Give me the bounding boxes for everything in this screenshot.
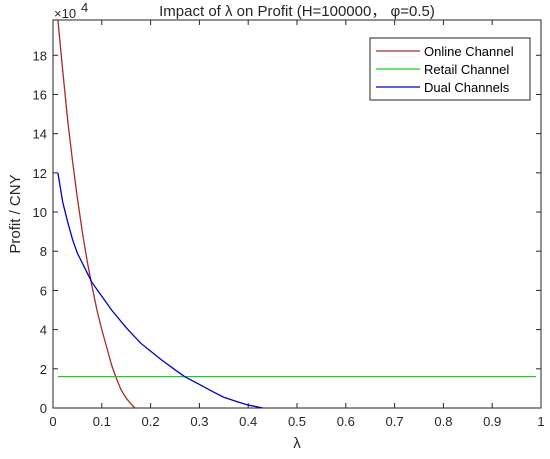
y-tick-label: 6 bbox=[40, 283, 47, 298]
y-tick-label: 0 bbox=[40, 401, 47, 416]
x-tick-label: 0.1 bbox=[93, 414, 111, 429]
series-lines bbox=[57, 20, 537, 408]
y-exponent-base: ×10 bbox=[54, 6, 76, 21]
x-tick-label: 0.7 bbox=[386, 414, 404, 429]
x-tick-label: 0.6 bbox=[337, 414, 355, 429]
legend-label-online-channel: Online Channel bbox=[424, 44, 514, 59]
y-tick-label: 2 bbox=[40, 362, 47, 377]
y-tick-label: 10 bbox=[33, 205, 47, 220]
x-tick-label: 0.2 bbox=[142, 414, 160, 429]
y-tick-label: 14 bbox=[33, 127, 47, 142]
y-tick-label: 18 bbox=[33, 48, 47, 63]
x-axis-label: λ bbox=[293, 435, 301, 452]
x-tick-label: 0 bbox=[49, 414, 56, 429]
x-tick-label: 0.9 bbox=[483, 414, 501, 429]
y-axis-label: Profit / CNY bbox=[7, 174, 24, 253]
y-tick-label: 16 bbox=[33, 87, 47, 102]
y-tick-label: 4 bbox=[40, 323, 47, 338]
x-tick-label: 0.5 bbox=[288, 414, 306, 429]
series-line-online-channel bbox=[57, 20, 136, 408]
legend: Online Channel Retail Channel Dual Channel… bbox=[369, 37, 531, 101]
axis-ticks: 0 0.1 0.2 0.3 0.4 0.5 0.6 0.7 0.8 0.9 102468101214… bbox=[33, 20, 545, 429]
y-tick-label: 8 bbox=[40, 244, 47, 259]
series-line-dual-channels bbox=[57, 172, 263, 408]
x-tick-label: 0.4 bbox=[239, 414, 257, 429]
y-exponent-power: 4 bbox=[81, 0, 88, 15]
legend-label-retail-channel: Retail Channel bbox=[424, 62, 509, 77]
x-tick-label: 1 bbox=[537, 414, 544, 429]
legend-label-dual-channels: Dual Channels bbox=[424, 80, 510, 95]
x-tick-label: 0.3 bbox=[190, 414, 208, 429]
x-tick-label: 0.8 bbox=[434, 414, 452, 429]
chart-title: Impact of λ on Profit (H=100000， φ=0.5) bbox=[159, 3, 435, 20]
y-tick-label: 12 bbox=[33, 166, 47, 181]
